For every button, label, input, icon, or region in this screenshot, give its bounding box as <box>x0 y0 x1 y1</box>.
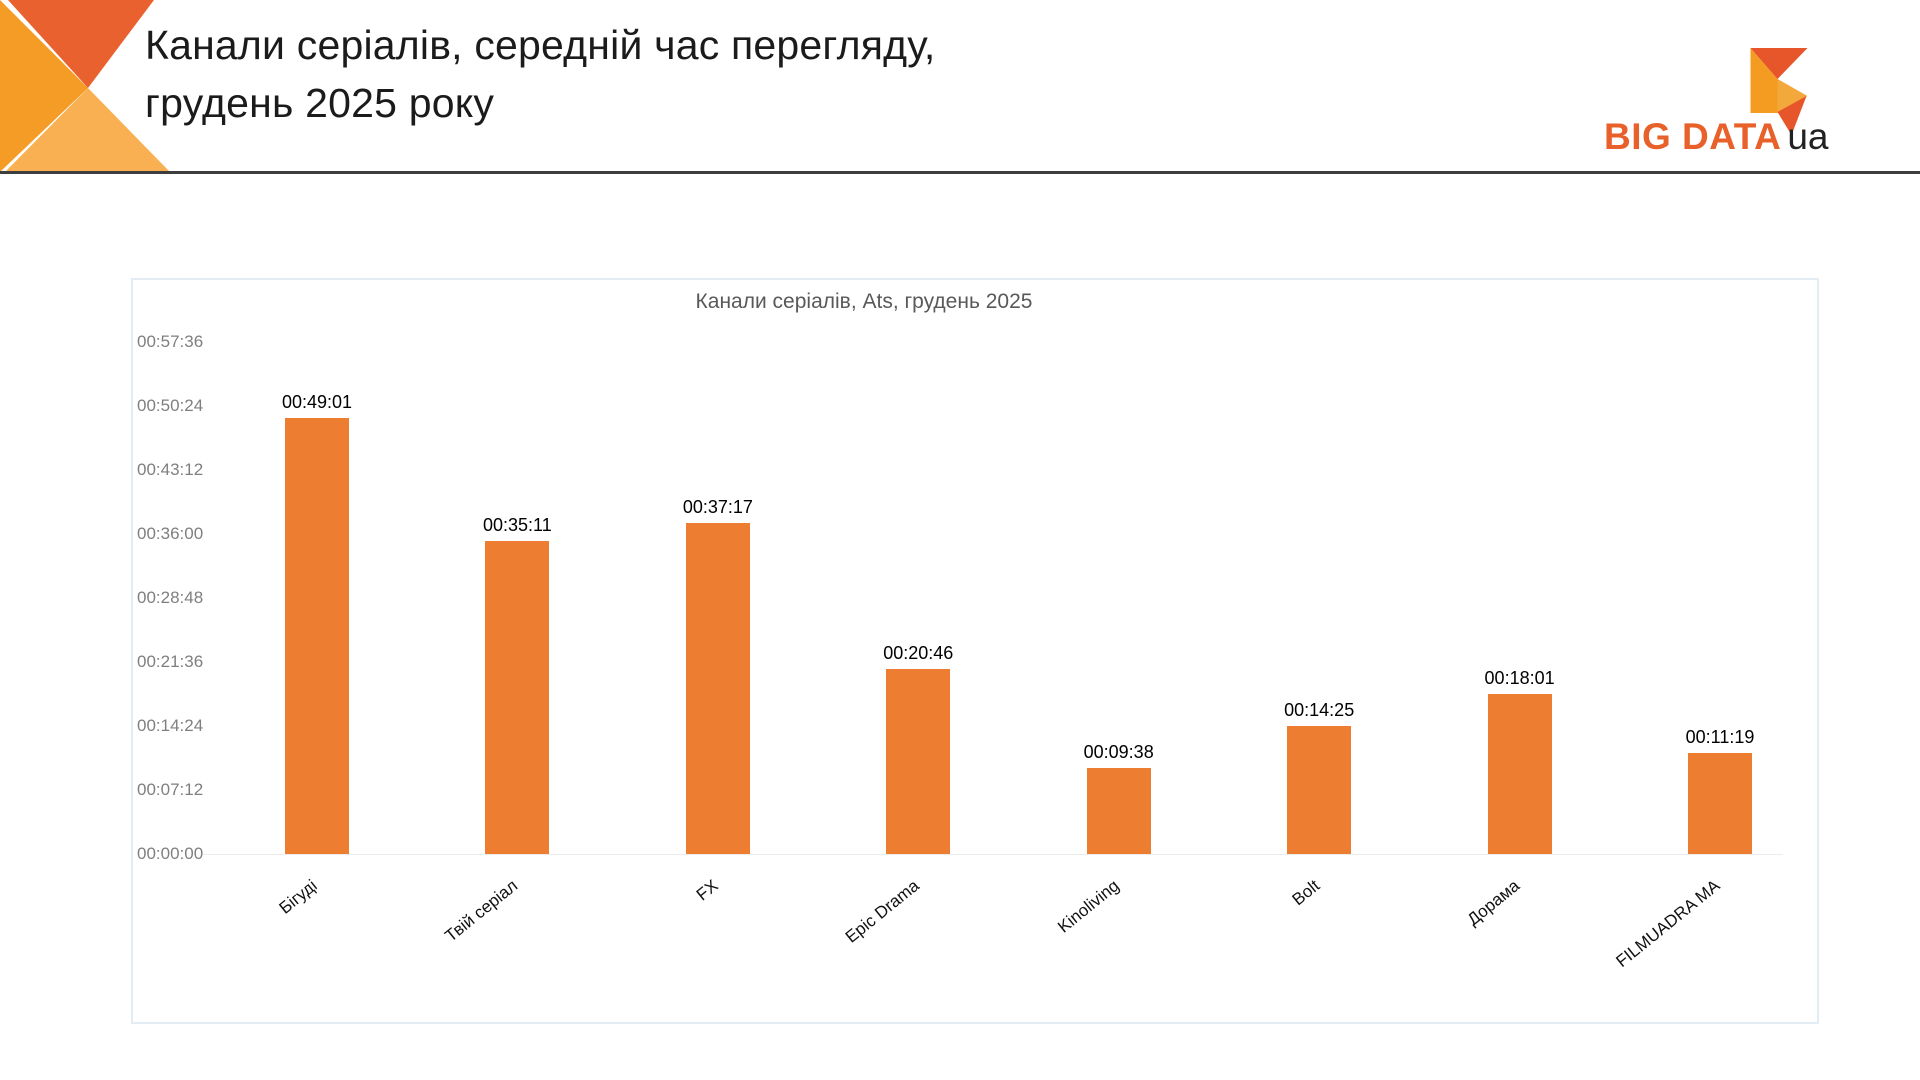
bar <box>886 669 951 854</box>
bar <box>1287 726 1352 854</box>
chart-card: Канали серіалів, Ats, грудень 2025 00:57… <box>131 278 1819 1024</box>
bar <box>1086 768 1151 854</box>
bar-value-label: 00:14:25 <box>1284 700 1355 720</box>
bar <box>485 541 550 854</box>
bar <box>1688 753 1752 854</box>
chart-title: Канали серіалів, Ats, грудень 2025 <box>695 290 1033 313</box>
y-axis-tick: 00:07:12 <box>137 780 204 799</box>
x-axis-label: Бігуді <box>275 876 321 918</box>
y-axis-tick: 00:28:48 <box>137 588 204 607</box>
bigdata-logo-icon <box>1750 48 1808 135</box>
y-axis-tick: 00:14:24 <box>137 716 204 735</box>
page-title-line2: грудень 2025 року <box>145 80 495 126</box>
x-axis-label: Kinoliving <box>1054 876 1123 937</box>
x-axis-label: FILMUADRA MA <box>1612 876 1724 972</box>
logo-suffix-label: ua <box>1787 116 1829 157</box>
bar-value-label: 00:18:01 <box>1484 668 1555 688</box>
bar <box>685 523 750 854</box>
x-axis-label: Bolt <box>1288 876 1324 910</box>
page-title-line1: Канали серіалів, середній час перегляду, <box>145 22 936 68</box>
x-axis-line <box>203 854 1783 855</box>
logo-orange-shape <box>1750 48 1778 113</box>
decor-bottom-triangle <box>5 88 170 172</box>
bar-value-label: 00:20:46 <box>883 643 954 663</box>
logo-red-top-triangle <box>1750 48 1808 79</box>
y-axis-tick: 00:57:36 <box>137 332 204 351</box>
bigdata-logo-text: BIG DATA ua <box>1604 118 1829 156</box>
logo-red-bottom-triangle <box>1777 96 1807 135</box>
bar-value-label: 00:11:19 <box>1685 727 1755 747</box>
corner-decoration <box>0 0 170 172</box>
decor-left-triangle <box>0 0 88 172</box>
y-axis-tick: 00:50:24 <box>137 396 204 415</box>
x-axis-label: Дорама <box>1464 876 1524 930</box>
y-axis-tick: 00:36:00 <box>137 524 204 543</box>
bar <box>285 418 349 854</box>
bar-value-label: 00:49:01 <box>281 392 353 412</box>
header-divider <box>0 171 1920 174</box>
logo-brand-label: BIG DATA <box>1604 116 1782 157</box>
bar-value-label: 00:09:38 <box>1083 742 1154 762</box>
x-axis-label: FX <box>693 876 722 905</box>
y-axis-tick: 00:43:12 <box>137 460 204 479</box>
x-axis-label: Epic Drama <box>841 876 923 947</box>
y-axis-tick: 00:00:00 <box>137 844 204 863</box>
y-axis-tick: 00:21:36 <box>137 652 204 671</box>
bar <box>1487 694 1552 854</box>
x-axis-label: Твій серіал <box>441 876 522 946</box>
bar-value-label: 00:37:17 <box>682 497 753 517</box>
page-title: Канали серіалів, середній час перегляду,… <box>145 16 935 132</box>
bar-value-label: 00:35:11 <box>483 515 552 535</box>
logo-amber-triangle <box>1777 79 1808 113</box>
decor-top-triangle <box>8 0 154 88</box>
